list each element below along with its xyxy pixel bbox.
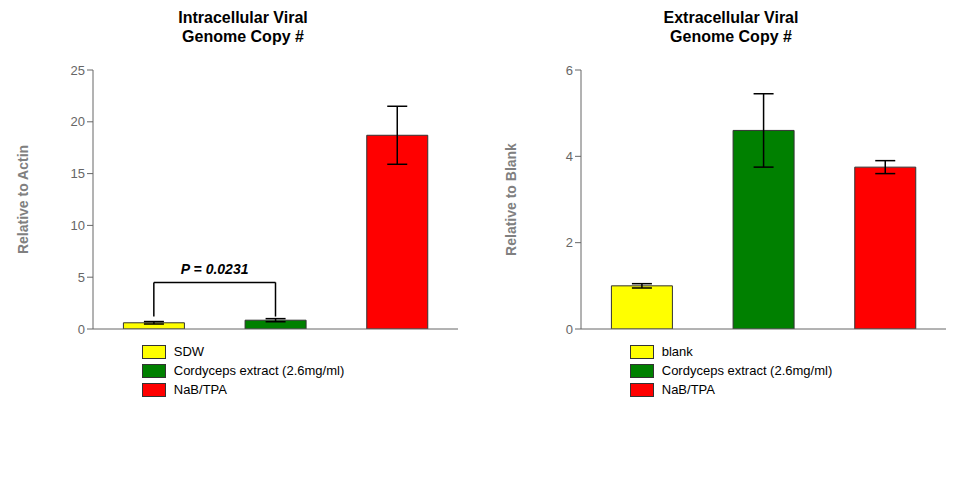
html-text:Cordyceps extract (2.6mg/ml): Cordyceps extract (2.6mg/ml) [173, 363, 345, 378]
html-text:Extracellular Viral Genome Cop: Extracellular Viral Genome Copy # [663, 9, 799, 45]
html-text:Cordyceps extract (2.6mg/ml): Cordyceps extract (2.6mg/ml) [661, 363, 833, 378]
svg-text:0: 0 [78, 322, 85, 337]
html-text:blank: blank [661, 344, 693, 359]
svg-text:Relative to Actin: Relative to Actin [15, 145, 31, 254]
svg-text:4: 4 [566, 149, 573, 164]
html-text:Intracellular Viral Genome Cop: Intracellular Viral Genome Copy # [178, 9, 308, 45]
svg-text:10: 10 [71, 218, 85, 233]
svg-text:15: 15 [71, 166, 85, 181]
svg-text:6: 6 [566, 63, 573, 78]
svg-text:25: 25 [71, 63, 85, 78]
svg-text:0: 0 [566, 322, 573, 337]
svg-text:20: 20 [71, 114, 85, 129]
svg-text:P = 0.0231: P = 0.0231 [181, 261, 249, 277]
html-text:SDW: SDW [173, 344, 205, 359]
html-text:NaB/TPA: NaB/TPA [173, 382, 227, 397]
svg-text:5: 5 [78, 270, 85, 285]
svg-text:Relative to Blank: Relative to Blank [503, 143, 519, 256]
html-text:NaB/TPA: NaB/TPA [661, 382, 715, 397]
svg-text:2: 2 [566, 235, 573, 250]
